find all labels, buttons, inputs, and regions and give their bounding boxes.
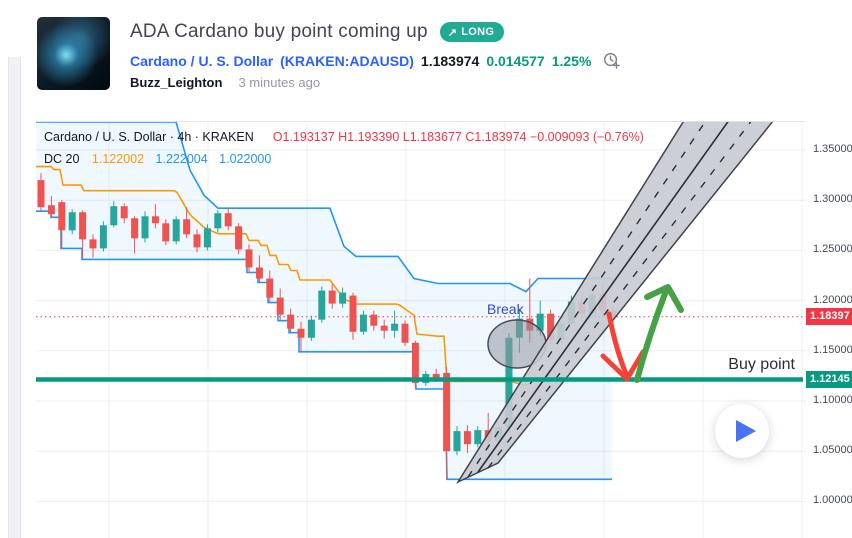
chart-border — [36, 121, 852, 122]
last-price-tag: 1.18397 — [806, 308, 852, 326]
price-change-percent: 1.25% — [551, 52, 592, 69]
long-badge-label: LONG — [461, 26, 495, 38]
chart-legend-indicator: DC 20 1.122002 1.222004 1.022000 — [44, 152, 279, 166]
price-axis-label: 1.10000 — [813, 394, 852, 406]
side-panel-edge — [8, 57, 21, 538]
author-row: Buzz_Leighton 3 minutes ago — [130, 75, 320, 90]
price-change: 0.014577 — [486, 52, 545, 69]
price-axis-label: 1.20000 — [813, 293, 852, 306]
break-annotation-label: Break — [487, 301, 524, 317]
symbol-name-link[interactable]: Cardano / U. S. Dollar — [130, 52, 274, 69]
indicator-mid-value: 1.122002 — [91, 152, 145, 166]
price-axis-label: 1.00000 — [813, 494, 852, 507]
green-up-arrow[interactable] — [634, 284, 684, 383]
buy-level-tag: 1.12145 — [806, 370, 852, 388]
price-axis-label: 1.35000 — [813, 143, 852, 155]
publish-time: 3 minutes ago — [238, 75, 321, 90]
legend-series-title: Cardano / U. S. Dollar · 4h · KRAKEN — [44, 130, 254, 144]
play-icon — [736, 420, 756, 442]
last-price: 1.183974 — [420, 52, 480, 69]
price-axis-label: 1.30000 — [813, 193, 852, 206]
indicator-upper-value: 1.222004 — [155, 152, 208, 166]
indicator-name: DC 20 — [44, 152, 80, 166]
arrow-up-right-icon: ↗ — [447, 26, 458, 39]
play-button[interactable] — [715, 404, 769, 458]
price-axis-label: 1.05000 — [813, 444, 852, 457]
symbol-ticker-link[interactable]: (KRAKEN:ADAUSD) — [280, 52, 414, 69]
price-axis-label: 1.25000 — [813, 243, 852, 256]
add-alert-icon[interactable] — [602, 51, 621, 70]
legend-ohlc-values: O1.193137 H1.193390 L1.183677 C1.183974 … — [272, 130, 644, 144]
chart-legend-main: Cardano / U. S. Dollar · 4h · KRAKEN O1.1… — [44, 130, 644, 144]
idea-header: ADA Cardano buy point coming up ↗ LONG — [130, 21, 505, 43]
author-name[interactable]: Buzz_Leighton — [130, 75, 223, 90]
road-trend-channel[interactable] — [456, 95, 794, 484]
indicator-lower-value: 1.022000 — [219, 152, 272, 166]
price-axis[interactable]: 1.35000 1.30000 1.25000 1.20000 1.15000 1.100… — [806, 121, 852, 538]
idea-title: ADA Cardano buy point coming up — [130, 21, 428, 42]
buy-point-annotation-label: Buy point — [728, 356, 795, 373]
price-axis-label: 1.15000 — [813, 343, 852, 356]
long-badge: ↗ LONG — [439, 22, 505, 42]
symbol-row: Cardano / U. S. Dollar (KRAKEN:ADAUSD) 1… — [130, 51, 621, 70]
red-down-arrow[interactable] — [600, 311, 646, 382]
author-avatar[interactable] — [37, 17, 110, 90]
